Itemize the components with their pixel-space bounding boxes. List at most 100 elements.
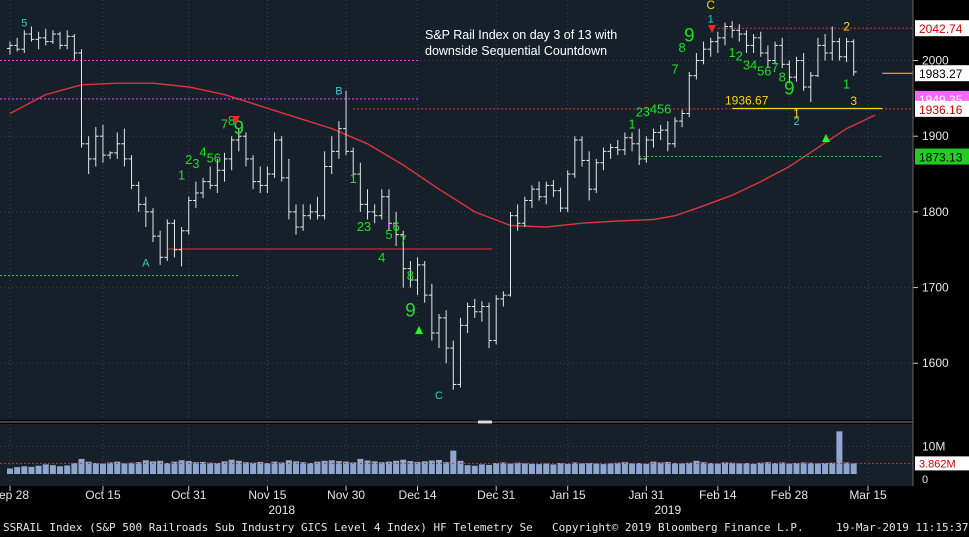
- annotation-line-2: downside Sequential Countdown: [425, 44, 607, 58]
- ohlc-bar: [343, 90, 350, 156]
- td-setup-count: 6: [214, 151, 221, 166]
- volume-bar: [714, 463, 721, 474]
- td-setup-count: 9: [405, 300, 416, 321]
- volume-bar: [21, 466, 28, 474]
- x-tick-label: Dec 31: [477, 488, 515, 502]
- volume-bar: [500, 462, 507, 474]
- ohlc-bar: [228, 136, 235, 171]
- volume-bar: [42, 464, 49, 474]
- volume-bar: [171, 461, 178, 474]
- volume-bar: [650, 461, 657, 474]
- volume-bar: [664, 461, 671, 474]
- td-setup-count: 4: [378, 250, 385, 265]
- volume-bar: [71, 463, 78, 474]
- ohlc-bar: [636, 128, 643, 165]
- ohlc-bar: [564, 170, 571, 212]
- ohlc-bar: [99, 124, 106, 163]
- td-setup-count: 8: [228, 113, 235, 128]
- wave-label: 2: [793, 116, 799, 128]
- volume-bar: [772, 463, 779, 474]
- volume-bar: [700, 462, 707, 474]
- volume-bar: [536, 464, 543, 474]
- ohlc-bar: [750, 34, 757, 53]
- ohlc-bar: [507, 211, 514, 297]
- volume-bar: [99, 463, 106, 474]
- volume-bar: [221, 461, 228, 474]
- ohlc-bar: [443, 310, 450, 364]
- ohlc-bar: [121, 128, 128, 167]
- ohlc-bar: [300, 204, 307, 231]
- ohlc-bar: [378, 189, 385, 220]
- ohlc-bar: [436, 314, 442, 349]
- td-setup-count: 9: [784, 79, 795, 100]
- volume-bar: [743, 463, 750, 474]
- ohlc-bar: [428, 283, 435, 341]
- volume-bar: [142, 460, 149, 474]
- volume-bar: [164, 463, 171, 474]
- td-setup-count: 1: [843, 77, 850, 92]
- ohlc-bar: [829, 26, 836, 61]
- volume-bar: [378, 462, 385, 474]
- price-tag-label: 1983.27: [919, 67, 963, 81]
- volume-bar: [14, 467, 21, 474]
- volume-bar: [321, 460, 328, 474]
- volume-bar: [85, 461, 92, 474]
- volume-bar: [207, 462, 214, 474]
- volume-bar: [107, 462, 114, 474]
- volume-bar: [464, 465, 471, 474]
- volume-bar: [307, 463, 314, 474]
- ohlc-bar: [200, 177, 207, 199]
- volume-bar: [557, 463, 564, 474]
- td-setup-count: 1: [628, 117, 635, 132]
- ohlc-bar: [822, 34, 829, 61]
- ohlc-bar: [278, 136, 285, 182]
- volume-tag: 3.862M: [915, 456, 969, 471]
- ohlc-bar: [557, 187, 564, 212]
- volume-bar: [271, 461, 278, 474]
- footer-timestamp: 19-Mar-2019 11:15:37: [836, 521, 969, 534]
- y-tick-label: 2000: [922, 54, 949, 68]
- sell-setup-arrow-icon: [232, 116, 240, 124]
- ohlc-bar: [629, 132, 636, 152]
- volume-bar: [407, 461, 414, 474]
- volume-bar: [850, 463, 857, 474]
- td-countdown-count: 2: [843, 19, 850, 33]
- ohlc-bar: [92, 127, 99, 167]
- volume-bar: [150, 461, 156, 474]
- ohlc-bar: [393, 211, 400, 246]
- volume-bar: [178, 460, 185, 474]
- volume-bar: [385, 461, 392, 474]
- ohlc-bar: [35, 31, 42, 50]
- ohlc-bar: [71, 34, 78, 61]
- ohlc-bar: [514, 204, 521, 231]
- volume-bar: [64, 465, 71, 474]
- ohlc-bar: [521, 196, 528, 228]
- volume-bar: [414, 461, 421, 474]
- ohlc-bar: [357, 162, 364, 212]
- x-tick-label: Nov 30: [327, 488, 365, 502]
- price-tag-box: [915, 20, 969, 37]
- ohlc-bar: [364, 189, 371, 220]
- volume-bar: [757, 462, 764, 474]
- y-tick-label: 1800: [922, 205, 949, 219]
- x-tick-label: Sep 28: [0, 488, 29, 502]
- volume-bar: [571, 462, 578, 474]
- td-setup-count: 1: [350, 171, 357, 186]
- td-setup-count: 9: [684, 26, 695, 47]
- volume-bar: [593, 463, 600, 474]
- ohlc-bar: [493, 295, 500, 345]
- ohlc-bar: [400, 230, 407, 288]
- volume-bar: [421, 461, 428, 474]
- volume-bar: [250, 462, 257, 474]
- x-tick-label: Nov 15: [248, 488, 286, 502]
- x-tick-label: Dec 14: [399, 488, 437, 502]
- volume-bar: [614, 462, 621, 474]
- volume-bar: [35, 465, 42, 474]
- volume-bar: [28, 466, 35, 474]
- y-tick-label: 1600: [922, 356, 949, 370]
- moving-average-line: [9, 82, 876, 228]
- ohlc-bar: [85, 136, 92, 175]
- volume-bar: [135, 462, 142, 474]
- volume-bar: [564, 463, 571, 474]
- td-setup-count: 6: [392, 219, 399, 234]
